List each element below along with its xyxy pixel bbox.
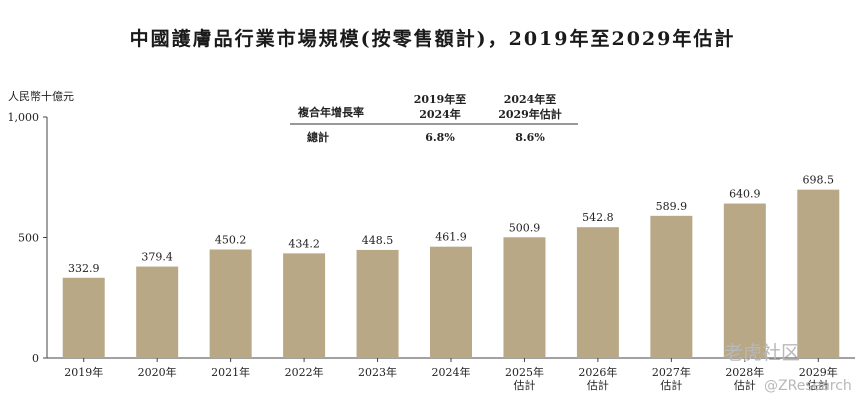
x-tick-label: 2022年 bbox=[285, 365, 324, 379]
cagr-table: 複合年增長率 2019年至 2024年 2024年至 2029年估計 總計 6.… bbox=[290, 92, 578, 144]
bar bbox=[136, 266, 179, 358]
x-tick-label: 估計 bbox=[734, 378, 756, 392]
y-tick-label: 1,000 bbox=[8, 111, 40, 124]
bar bbox=[797, 189, 840, 358]
data-label: 434.2 bbox=[288, 237, 320, 250]
cagr-col1-line2: 2024年 bbox=[419, 107, 461, 121]
x-tick-label: 估計 bbox=[660, 378, 682, 392]
cagr-value-1: 6.8% bbox=[425, 131, 455, 144]
x-tick-label: 2026年 bbox=[578, 365, 617, 379]
cagr-row-label: 總計 bbox=[307, 130, 329, 144]
y-axis-unit-label: 人民幣十億元 bbox=[8, 89, 74, 103]
watermark-handle: @ZResearch bbox=[764, 378, 852, 394]
x-tick-label: 2028年 bbox=[725, 365, 764, 379]
bar bbox=[209, 249, 252, 358]
y-tick-label: 0 bbox=[32, 352, 39, 365]
cagr-col2-line1: 2024年至 bbox=[504, 92, 557, 106]
data-label: 461.9 bbox=[435, 231, 467, 244]
axes: 0 500 1,000 bbox=[8, 111, 855, 365]
x-tick-label: 2029年 bbox=[799, 365, 838, 379]
data-label: 589.9 bbox=[656, 200, 688, 213]
cagr-value-2: 8.6% bbox=[515, 131, 545, 144]
data-label: 698.5 bbox=[803, 174, 835, 187]
y-tick-label: 500 bbox=[18, 232, 39, 245]
x-tick-label: 2019年 bbox=[64, 365, 103, 379]
cagr-col2-line2: 2029年估計 bbox=[498, 107, 562, 121]
data-label: 542.8 bbox=[582, 211, 614, 224]
data-label: 500.9 bbox=[509, 221, 541, 234]
x-tick-label: 2027年 bbox=[652, 365, 691, 379]
bar bbox=[430, 246, 472, 358]
x-tick-label: 2025年 bbox=[505, 365, 544, 379]
x-tick-label: 2023年 bbox=[358, 365, 397, 379]
x-tick-label: 2021年 bbox=[211, 365, 250, 379]
bar bbox=[356, 249, 399, 358]
bar bbox=[283, 253, 326, 358]
bar bbox=[503, 237, 546, 358]
bar bbox=[62, 277, 105, 358]
data-label: 448.5 bbox=[362, 234, 394, 247]
data-label: 379.4 bbox=[141, 251, 173, 264]
bar bbox=[650, 215, 693, 358]
x-tick-label: 估計 bbox=[513, 378, 535, 392]
data-label: 332.9 bbox=[68, 262, 100, 275]
x-tick-label: 2020年 bbox=[138, 365, 177, 379]
x-tick-labels: 2019年 2020年 2021年 2022年 2023年 2024年 2025年估計202… bbox=[64, 358, 838, 392]
x-tick-label: 估計 bbox=[807, 378, 829, 392]
data-label: 640.9 bbox=[729, 188, 761, 201]
bar bbox=[723, 203, 766, 358]
x-tick-label: 估計 bbox=[587, 378, 609, 392]
bars: 332.9 379.4 450.2 434.2 448.5 461.9 500.9 542.8… bbox=[62, 174, 840, 358]
cagr-col1-line1: 2019年至 bbox=[414, 92, 467, 106]
data-label: 450.2 bbox=[215, 234, 247, 247]
cagr-row-header: 複合年增長率 bbox=[297, 105, 364, 119]
chart-title: 中國護膚品行業市場規模(按零售額計)，2019年至2029年估計 bbox=[129, 28, 736, 50]
watermark-text: 老虎社区 bbox=[724, 342, 801, 364]
bar bbox=[576, 227, 619, 358]
x-tick-label: 2024年 bbox=[432, 365, 471, 379]
